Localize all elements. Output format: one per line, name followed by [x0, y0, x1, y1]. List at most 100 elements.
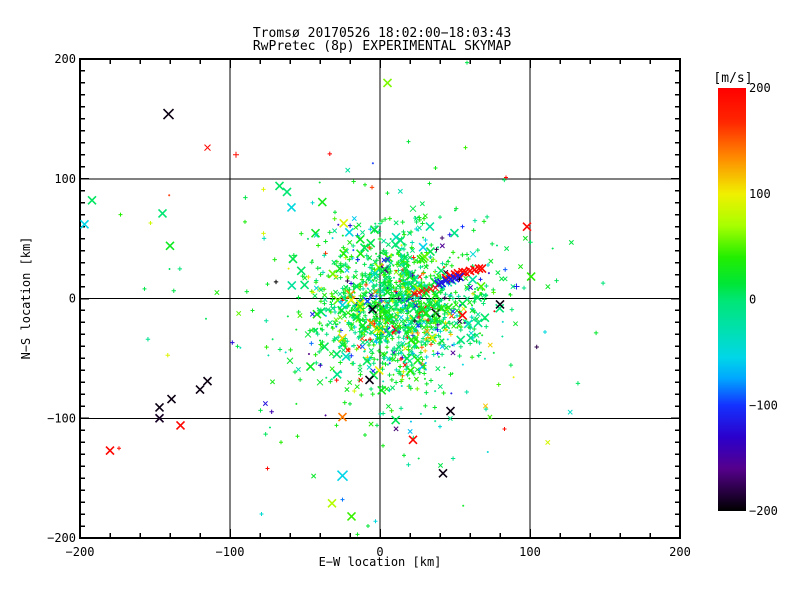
scatter-point: [484, 214, 490, 220]
scatter-point: [168, 194, 171, 197]
scatter-point: [417, 229, 420, 232]
scatter-point: [413, 376, 419, 382]
scatter-point: [384, 352, 387, 355]
scatter-point: [450, 250, 456, 255]
scatter-point: [414, 327, 417, 330]
scatter-point: [367, 337, 373, 342]
scatter-point: [367, 356, 372, 361]
scatter-point: [423, 264, 429, 270]
scatter-point: [429, 324, 434, 330]
scatter-point: [312, 293, 318, 299]
scatter-point: [333, 289, 339, 295]
scatter-point: [443, 292, 448, 297]
scatter-point: [118, 212, 123, 217]
scatter-point: [435, 322, 440, 327]
scatter-point: [279, 440, 283, 445]
scatter-point: [326, 273, 331, 279]
scatter-point: [437, 312, 440, 315]
scatter-point: [434, 420, 437, 423]
scatter-point: [433, 165, 438, 170]
scatter-point: [391, 415, 401, 425]
scatter-point: [354, 384, 360, 390]
scatter-point: [157, 208, 168, 219]
scatter-point: [463, 321, 466, 324]
scatter-point: [472, 326, 477, 332]
scatter-point: [351, 343, 357, 348]
scatter-point: [399, 273, 405, 279]
scatter-point: [300, 273, 305, 279]
scatter-point: [344, 306, 347, 309]
x-tick-label: 200: [669, 545, 691, 559]
scatter-point: [543, 330, 547, 335]
scatter-point: [407, 383, 412, 389]
scatter-point: [297, 313, 303, 319]
scatter-point: [406, 251, 409, 254]
scatter-point: [343, 284, 349, 290]
scatter-point: [419, 252, 430, 262]
scatter-point: [513, 283, 520, 290]
scatter-point: [366, 364, 372, 370]
scatter-point: [404, 366, 409, 372]
scatter-point: [489, 241, 495, 247]
scatter-point: [398, 345, 401, 348]
scatter-point: [347, 289, 350, 292]
scatter-point: [379, 320, 382, 323]
scatter-point: [406, 230, 413, 236]
scatter-point: [453, 302, 459, 308]
scatter-point: [384, 314, 390, 320]
red-high-velocity-streak: [474, 263, 484, 274]
scatter-point: [230, 340, 235, 345]
scatter-point: [166, 394, 177, 404]
scatter-point: [370, 241, 373, 244]
scatter-point: [258, 408, 263, 413]
scatter-point: [403, 304, 406, 307]
scatter-point: [421, 319, 427, 325]
scatter-point: [386, 351, 389, 354]
scatter-point: [388, 362, 391, 365]
scatter-point: [408, 377, 411, 380]
scatter-point: [309, 341, 314, 346]
scatter-point: [437, 462, 444, 469]
scatter-point: [332, 305, 337, 310]
scatter-point: [479, 291, 482, 294]
scatter-point: [437, 355, 440, 358]
scatter-point: [330, 305, 336, 311]
scatter-point: [353, 283, 359, 289]
scatter-point: [453, 320, 459, 326]
scatter-point: [346, 347, 351, 352]
scatter-point: [470, 335, 476, 341]
scatter-point: [347, 293, 353, 299]
scatter-point: [371, 361, 376, 366]
scatter-point: [355, 302, 365, 312]
scatter-point: [271, 338, 274, 341]
scatter-point: [450, 392, 453, 395]
scatter-point: [438, 290, 443, 295]
scatter-point: [364, 253, 369, 258]
scatter-point: [460, 224, 465, 229]
scatter-point: [382, 286, 385, 289]
scatter-point: [337, 412, 348, 422]
scatter-point: [495, 244, 498, 247]
scatter-point: [369, 185, 375, 190]
scatter-point: [444, 262, 449, 267]
scatter-point: [404, 364, 410, 369]
scatter-point: [435, 366, 441, 372]
scatter-point: [357, 367, 363, 373]
scatter-point: [410, 294, 416, 300]
scatter-point: [306, 274, 311, 280]
scatter-point: [409, 330, 415, 336]
scatter-point: [336, 323, 339, 326]
scatter-point: [374, 339, 379, 345]
scatter-point: [378, 340, 383, 345]
scatter-point: [333, 317, 339, 323]
scatter-point: [495, 303, 505, 313]
scatter-point: [438, 424, 442, 429]
scatter-point: [355, 257, 360, 262]
scatter-point: [286, 315, 289, 318]
scatter-point: [376, 325, 386, 335]
scatter-point: [381, 238, 387, 244]
scatter-point: [472, 299, 477, 305]
scatter-point: [491, 290, 496, 295]
scatter-point: [380, 360, 385, 366]
